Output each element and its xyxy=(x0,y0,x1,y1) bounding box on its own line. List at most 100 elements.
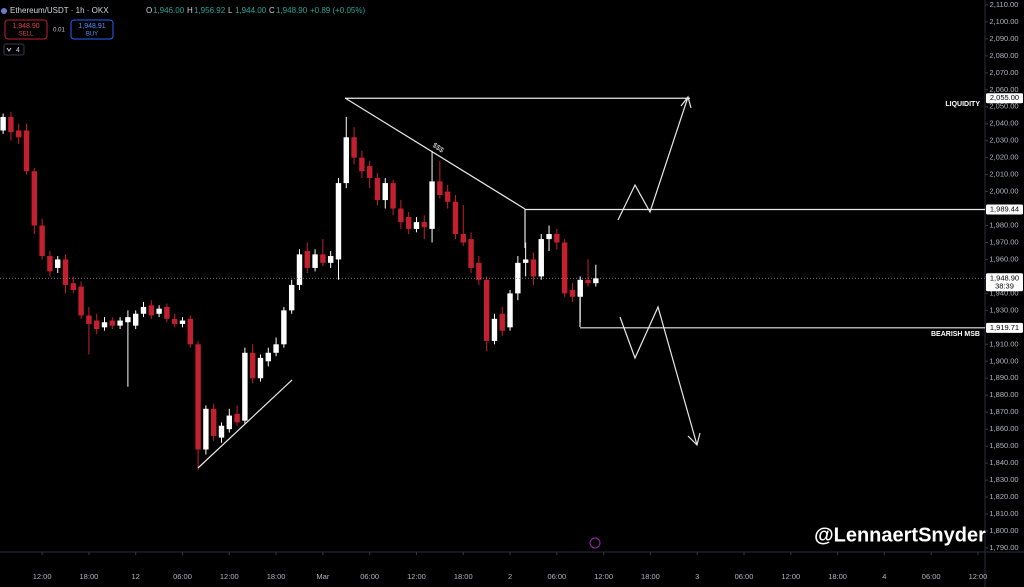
y-tick-label: 1,970.00 xyxy=(989,237,1018,246)
candle-body xyxy=(468,239,474,268)
candle-body xyxy=(429,181,435,229)
candle-body xyxy=(273,344,279,353)
candle-body xyxy=(226,415,232,430)
y-tick-label: 2,080.00 xyxy=(989,51,1018,60)
y-tick-label: 2,000.00 xyxy=(989,187,1018,196)
x-tick-label: 12:00 xyxy=(407,572,426,581)
candle-body xyxy=(320,254,326,263)
candle-body xyxy=(101,322,108,328)
price-marker-sub: 38:39 xyxy=(995,281,1014,290)
trend-line xyxy=(344,97,526,210)
y-tick-label: 1,910.00 xyxy=(989,339,1018,348)
candle-body xyxy=(359,157,365,172)
candle-body xyxy=(94,320,100,330)
ohlc: O 1,946.00 H 1,956.92 L 1,944.00 C 1,948.90 xyxy=(146,6,308,15)
symbol: Ethereum/USDT · 1h · OKX xyxy=(10,6,109,15)
candle-body xyxy=(515,262,521,294)
ohlc-key: H xyxy=(187,6,193,15)
candle-body xyxy=(140,306,147,314)
event-icon xyxy=(589,537,601,549)
annotation: BEARISH MSB xyxy=(931,331,980,338)
indicator-count: 4 xyxy=(16,47,20,54)
candle-body xyxy=(195,344,201,450)
price-marker xyxy=(986,273,1023,292)
ohlc-key: O xyxy=(146,6,152,15)
y-tick-label: 1,900.00 xyxy=(989,356,1018,365)
y-tick-label: 1,870.00 xyxy=(989,407,1018,416)
candle-body xyxy=(522,259,529,263)
x-tick-label: 2 xyxy=(508,572,512,581)
y-tick-label: 2,070.00 xyxy=(989,68,1018,77)
ohlc-key: C xyxy=(269,6,275,15)
x-tick-label: 06:00 xyxy=(735,572,754,581)
x-tick-label: 06:00 xyxy=(173,572,192,581)
support-line xyxy=(197,379,293,469)
candle-body xyxy=(507,293,513,328)
candle-body xyxy=(499,313,505,331)
candle-body xyxy=(281,310,287,345)
y-tick-label: 2,050.00 xyxy=(989,102,1018,111)
candle-body xyxy=(0,116,6,131)
candle-body xyxy=(546,234,552,240)
y-tick-label: 2,060.00 xyxy=(989,85,1018,94)
candle-body xyxy=(86,315,92,324)
price-marker-label: 1,948.90 xyxy=(990,273,1019,282)
y-tick-label: 1,930.00 xyxy=(989,305,1018,314)
candle-body xyxy=(483,279,490,341)
indicator-toggle[interactable] xyxy=(3,43,25,56)
x-tick-label: 18:00 xyxy=(267,572,286,581)
buy-label: BUY xyxy=(86,32,98,38)
y-tick-label: 2,040.00 xyxy=(989,119,1018,128)
plot-area xyxy=(0,111,599,470)
y-tick-label: 1,810.00 xyxy=(989,509,1018,518)
buy-button[interactable] xyxy=(70,19,114,40)
ohlc-value: 1,946.00 xyxy=(153,6,185,15)
y-tick-label: 2,100.00 xyxy=(989,17,1018,26)
candle-body xyxy=(491,318,498,341)
arrow-head xyxy=(680,95,692,109)
x-tick-label: 18:00 xyxy=(641,572,660,581)
x-tick-label: 4 xyxy=(882,572,886,581)
candle-body xyxy=(452,201,459,235)
change: +0.89 (+0.05%) xyxy=(310,6,365,15)
x-tick-label: 06:00 xyxy=(547,572,566,581)
y-tick-label: 2,010.00 xyxy=(989,170,1018,179)
y-tick-label: 1,790.00 xyxy=(989,543,1018,552)
x-tick-label: 12:00 xyxy=(594,572,613,581)
candle-body xyxy=(23,130,30,172)
y-tick-label: 1,800.00 xyxy=(989,526,1018,535)
spread: 0.01 xyxy=(53,28,65,34)
candle-body xyxy=(16,130,22,138)
candle-body xyxy=(78,286,84,316)
candle-body xyxy=(55,259,61,268)
candle-body xyxy=(187,318,193,345)
sell-button[interactable] xyxy=(4,19,48,40)
candle-body xyxy=(569,289,576,297)
x-tick-label: 12:00 xyxy=(781,572,800,581)
chevron xyxy=(6,47,12,52)
candle-body xyxy=(593,278,599,284)
candle-body xyxy=(265,352,271,362)
candle-body xyxy=(561,242,568,294)
candle-body xyxy=(312,254,318,268)
candle-body xyxy=(476,262,482,280)
y-tick-label: 1,890.00 xyxy=(989,373,1018,382)
candle-body xyxy=(390,183,396,209)
candle-body xyxy=(327,256,334,263)
bear-arrow xyxy=(619,305,698,446)
candle-body xyxy=(117,320,123,326)
ohlc-value: 1,956.92 xyxy=(194,6,226,15)
watermark: @LennaertSnyder xyxy=(814,524,986,546)
candle-body xyxy=(218,425,225,438)
candle-body xyxy=(444,191,451,202)
symbol-icon xyxy=(1,8,7,14)
candle-body xyxy=(249,352,256,379)
candle-body xyxy=(133,313,139,326)
candle-body xyxy=(554,234,560,243)
candle-body xyxy=(304,250,310,268)
x-tick-label: 12:00 xyxy=(33,572,52,581)
candle-body xyxy=(257,357,264,379)
buy-price: 1,948.91 xyxy=(78,23,105,30)
candle-body xyxy=(125,317,131,323)
